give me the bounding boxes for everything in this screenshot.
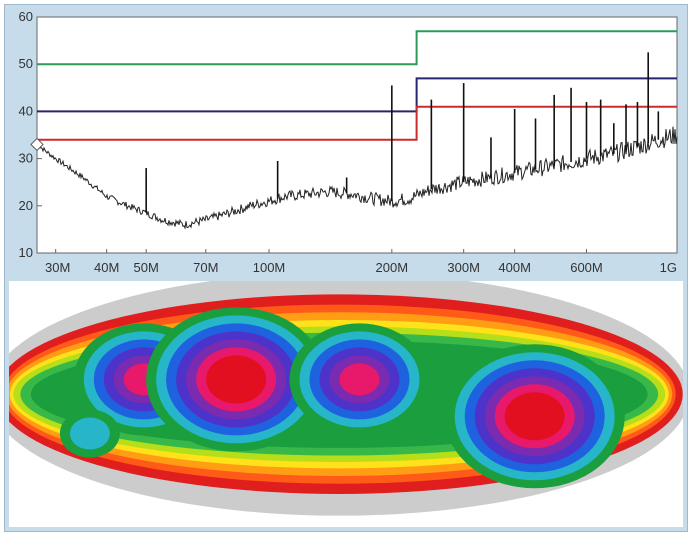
hotspot-3-ring-7	[514, 400, 555, 433]
limit-line-red	[37, 105, 677, 141]
x-tick-label-2: 50M	[134, 260, 159, 275]
x-tick-label-8: 600M	[570, 260, 603, 275]
limit-line-navy	[37, 77, 677, 113]
x-tick-label-4: 100M	[253, 260, 286, 275]
y-tick-label-1: 20	[19, 198, 33, 213]
y-tick-label-4: 50	[19, 56, 33, 71]
y-tick-label-0: 10	[19, 245, 33, 260]
y-tick-label-2: 30	[19, 151, 33, 166]
measured-trace-line	[36, 126, 678, 230]
limit-line-green	[37, 30, 677, 66]
y-tick-label-5: 60	[19, 9, 33, 24]
x-tick-label-3: 70M	[193, 260, 218, 275]
hotspot-1-ring-7	[216, 363, 257, 396]
heatmap-chart	[9, 281, 683, 527]
x-tick-label-0: 30M	[45, 260, 70, 275]
x-tick-label-1: 40M	[94, 260, 119, 275]
plot-area	[36, 16, 678, 254]
y-tick-label-3: 40	[19, 103, 33, 118]
x-tick-label-6: 300M	[447, 260, 480, 275]
x-tick-label-9: 1G	[660, 260, 677, 275]
spectrum-chart: 10 20 30 40 50 60 30M 40M 50M 70M 100M 200M 300M 400M…	[19, 9, 678, 275]
x-tick-label-7: 400M	[498, 260, 531, 275]
hotspot-2-ring-5	[339, 363, 380, 396]
x-tick-label-5: 200M	[376, 260, 409, 275]
start-marker-icon	[30, 137, 44, 152]
hotspot-4-ring-1	[69, 417, 110, 450]
chart-frame: 10 20 30 40 50 60 30M 40M 50M 70M 100M 200M 300M 400M…	[4, 4, 688, 532]
